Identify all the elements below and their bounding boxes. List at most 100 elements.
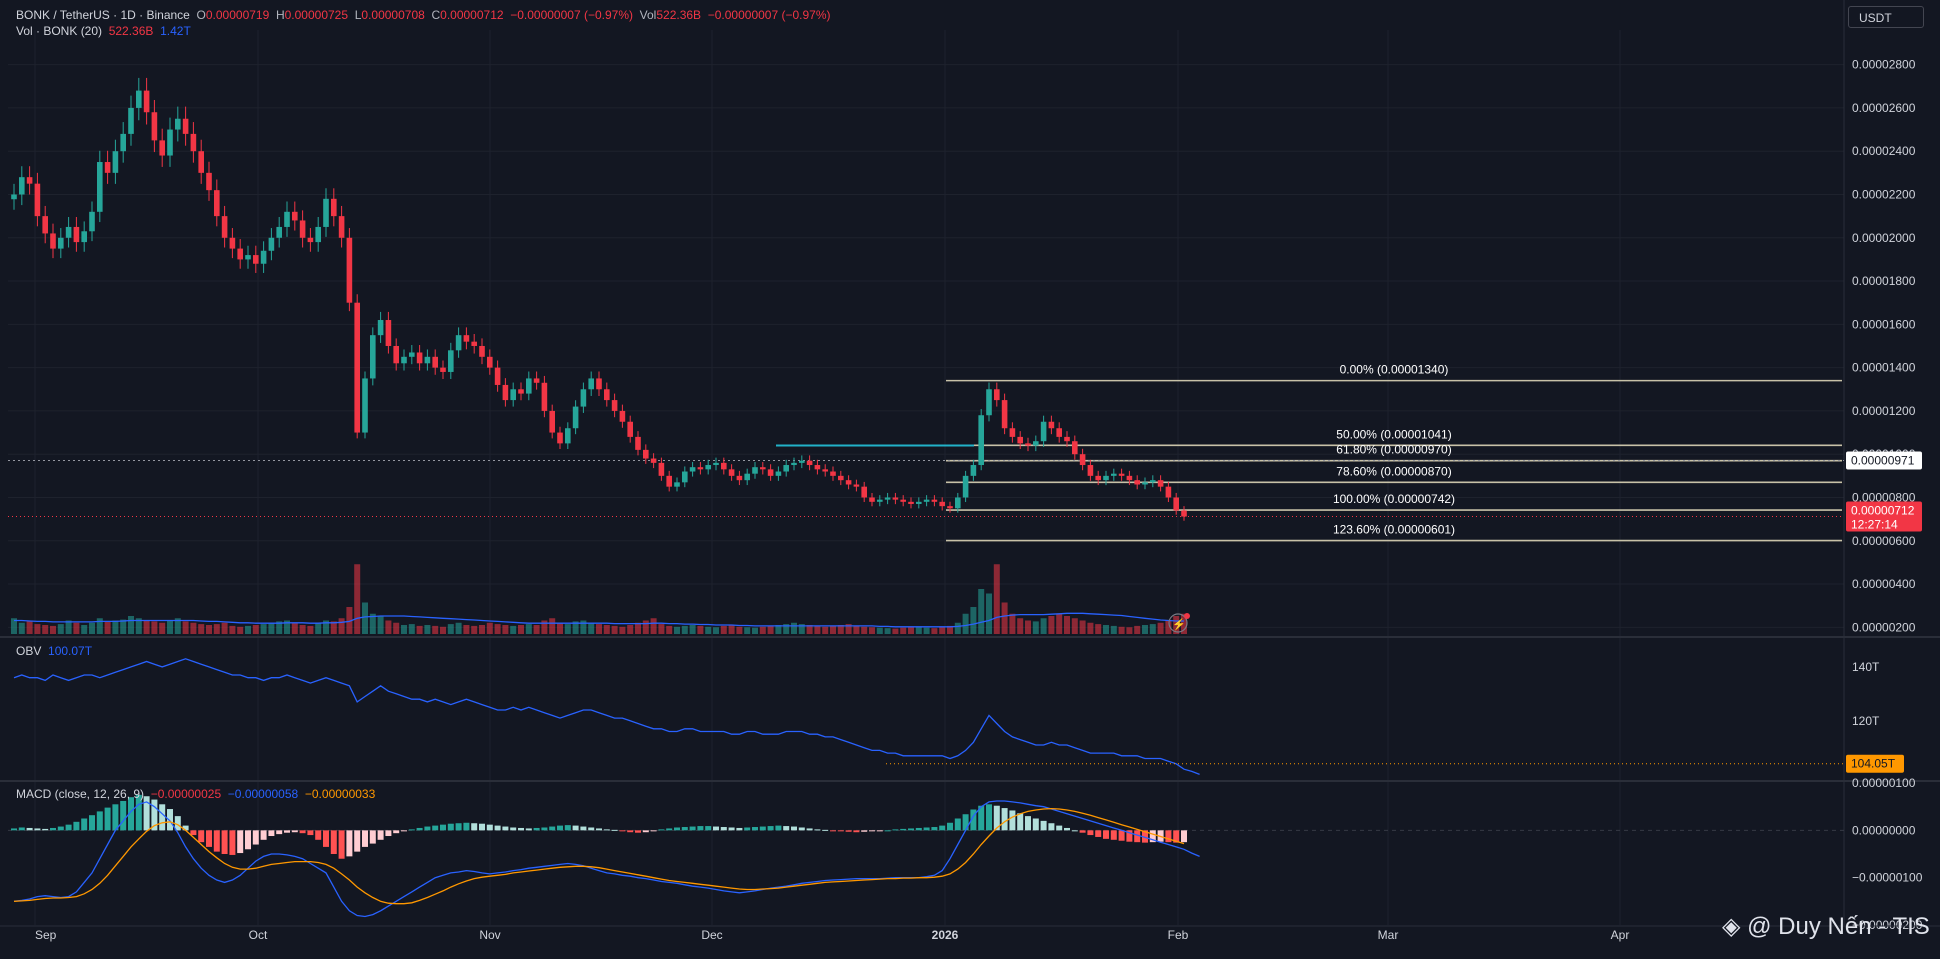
- volume-bar: [923, 627, 930, 634]
- candle-body: [128, 107, 134, 134]
- candle-body: [853, 484, 860, 487]
- macd-hist-bar: [736, 827, 743, 831]
- candle-body: [104, 162, 111, 173]
- volume-bar: [128, 616, 134, 634]
- macd-hist-bar: [128, 797, 134, 831]
- macd-hist-bar: [299, 830, 306, 834]
- macd-hist-bar: [689, 826, 696, 831]
- price-axis-tick-label: 0.00002200: [1852, 187, 1916, 201]
- volume-bar: [853, 625, 860, 634]
- fib-level-label: 61.80% (0.00000970): [1336, 443, 1451, 457]
- macd-hist-bar: [424, 826, 431, 831]
- price-axis-tick-label: 0.00001200: [1852, 404, 1916, 418]
- macd-hist-bar: [245, 830, 251, 850]
- candle-body: [760, 467, 766, 470]
- volume-bar: [182, 621, 189, 634]
- fib-level-label: 50.00% (0.00001041): [1336, 427, 1451, 441]
- volume-bar: [1032, 621, 1039, 634]
- time-axis-tick-label: Sep: [35, 928, 57, 942]
- macd-hist-bar: [502, 826, 509, 831]
- macd-hist-bar: [1032, 818, 1039, 831]
- macd-hist-bar: [892, 829, 899, 831]
- obv-legend-title[interactable]: OBV: [16, 644, 42, 658]
- macd-hist-bar: [463, 822, 470, 831]
- candle-body: [1118, 473, 1125, 476]
- volume-bar: [1064, 616, 1070, 634]
- macd-hist-bar: [1126, 830, 1133, 842]
- candle-body: [393, 345, 399, 364]
- fib-level-label: 100.00% (0.00000742): [1333, 492, 1455, 506]
- currency-button[interactable]: USDT: [1848, 6, 1924, 28]
- volume-bar: [206, 625, 212, 634]
- macd-hist-bar: [1134, 830, 1141, 843]
- symbol-title[interactable]: BONK / TetherUS · 1D · Binance: [16, 8, 190, 22]
- volume-bar: [385, 620, 392, 634]
- high-value: 0.00000725: [284, 8, 349, 22]
- volume-bar: [221, 622, 228, 634]
- volume-bar: [1009, 613, 1016, 634]
- volume-bar: [432, 625, 439, 634]
- macd-hist-bar: [1001, 808, 1008, 831]
- candle-body: [1056, 428, 1062, 437]
- price-axis-tick-label: 0.00002400: [1852, 144, 1916, 158]
- macd-hist-bar: [869, 830, 875, 832]
- volume-bar: [752, 627, 758, 634]
- candle-body: [143, 90, 150, 113]
- macd-hist-bar: [791, 826, 797, 831]
- volume-bar: [557, 622, 563, 634]
- volume-bar: [720, 625, 727, 634]
- macd-hist-bar: [401, 830, 407, 832]
- macd-legend-title[interactable]: MACD (close, 12, 26, 9): [16, 787, 145, 801]
- time-axis-tick-label: Feb: [1168, 928, 1189, 942]
- volume-bar: [190, 622, 197, 634]
- volume-bar: [1118, 626, 1125, 634]
- candle-body: [1033, 441, 1039, 446]
- volume-bar: [931, 628, 938, 634]
- candle-body: [432, 356, 438, 368]
- volume-bar: [1017, 618, 1024, 634]
- candle-body: [518, 389, 524, 394]
- candle-body: [674, 482, 680, 487]
- candle-body: [362, 378, 368, 433]
- macd-hist-bar: [408, 829, 415, 831]
- candle-body: [814, 465, 821, 470]
- candle-body: [494, 367, 501, 385]
- macd-axis-tick-label: −0.00000100: [1852, 871, 1923, 885]
- candle-body: [42, 216, 48, 234]
- volume-bar: [42, 625, 49, 634]
- volume-legend-title[interactable]: Vol · BONK (20): [16, 24, 103, 38]
- macd-hist-bar: [182, 825, 189, 831]
- candle-body: [1181, 510, 1187, 517]
- candle-body: [237, 248, 243, 260]
- macd-hist-bar: [1056, 825, 1063, 831]
- macd-hist-bar: [900, 828, 907, 831]
- open-value: 0.00000719: [205, 8, 270, 22]
- candle-body: [1079, 454, 1086, 466]
- volume-bar: [369, 613, 376, 634]
- volume-bar: [533, 625, 540, 634]
- volume-bar: [377, 616, 384, 634]
- volume-bars: [11, 564, 1187, 634]
- macd-hist-bar: [447, 823, 454, 831]
- volume-bar: [510, 625, 517, 634]
- candle-body: [315, 226, 321, 243]
- volume-bar: [689, 625, 696, 634]
- obv-axis-tick-label: 120T: [1852, 714, 1880, 728]
- macd-hist-bar: [1149, 830, 1156, 843]
- volume-bar: [479, 625, 485, 634]
- macd-hist-bar: [947, 822, 953, 831]
- time-axis-tick-label: Oct: [249, 928, 268, 942]
- macd-hist-bar: [1110, 830, 1117, 840]
- vol-change: −0.00000007 (−0.97%): [707, 8, 831, 22]
- volume-bar: [908, 626, 914, 634]
- volume-bar: [775, 625, 782, 634]
- volume-bar: [159, 622, 166, 634]
- candle-body: [73, 226, 80, 243]
- macd-hist-bar: [713, 826, 719, 831]
- volume-bar: [408, 624, 415, 634]
- candle-body: [221, 216, 228, 238]
- macd-hist-bar: [330, 830, 337, 854]
- candle-body: [728, 469, 735, 476]
